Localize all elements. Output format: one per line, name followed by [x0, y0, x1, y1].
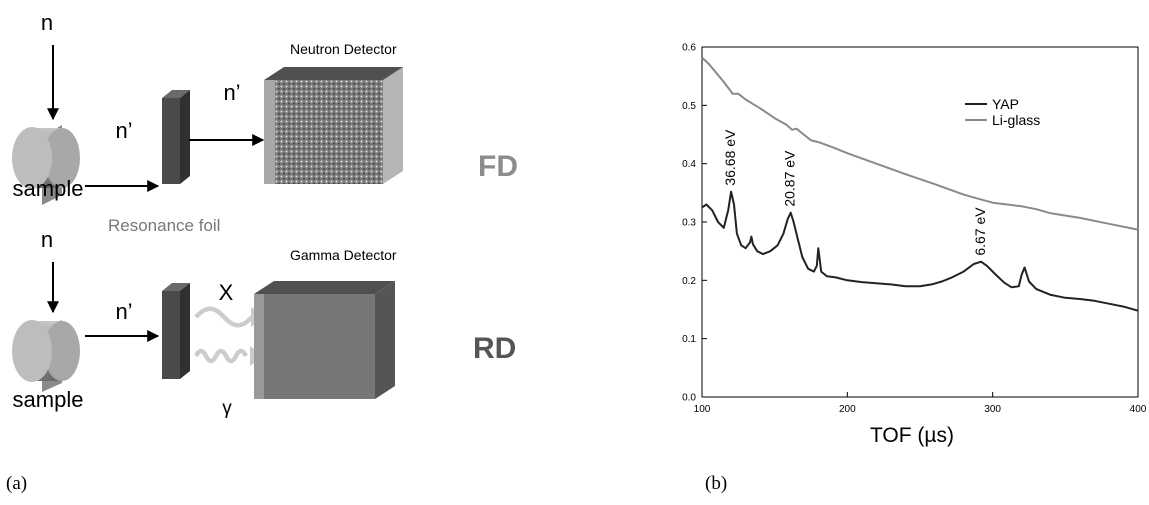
- experiment-schematic: n sample n’ n’ Neutron Detector FD Reson…: [12, 10, 518, 419]
- scattered-neutron-label-bottom: n’: [115, 299, 132, 324]
- series-line-li-glass: [701, 56, 1139, 231]
- resonance-foil-label: Resonance foil: [108, 216, 220, 235]
- y-tick-label: 0.2: [682, 276, 696, 287]
- gamma-wave-icon: [193, 348, 249, 364]
- tof-spectrum-chart: 100 200 300 400 0.0 0.1 0.2 0.3 0.4 0.5 0.6 36.68 …: [682, 43, 1147, 448]
- scattered-neutron-label-top-2: n’: [223, 80, 240, 105]
- gamma-symbol: γ: [222, 398, 232, 419]
- neutron-detector-label: Neutron Detector: [290, 41, 397, 57]
- plot-frame: [701, 46, 1139, 398]
- neutron-detector-box: [264, 67, 403, 184]
- y-tick-label: 0.0: [682, 393, 696, 404]
- y-tick-label: 0.1: [682, 334, 696, 345]
- sample-label-top: sample: [13, 176, 84, 201]
- panel-label-b: (b): [705, 473, 728, 494]
- resonance-foil-plate: [162, 283, 190, 379]
- xray-wave-icon: [194, 306, 254, 328]
- scattered-neutron-label-top-1: n’: [115, 118, 132, 143]
- gamma-detector-box: [254, 281, 395, 399]
- sample-label-bottom: sample: [13, 387, 84, 412]
- y-tick-label: 0.3: [682, 218, 696, 229]
- legend-label-yap: YAP: [992, 96, 1019, 112]
- peak-annotation: 20.87 eV: [782, 150, 798, 207]
- chart-series: [701, 56, 1139, 312]
- rd-mode-label: RD: [473, 332, 516, 365]
- fd-mode-label: FD: [478, 150, 518, 183]
- incident-neutron-label-bottom: n: [41, 227, 53, 252]
- panel-label-a: (a): [6, 473, 28, 494]
- sample-cylinder-top: [12, 125, 80, 205]
- series-line-yap: [701, 190, 1139, 312]
- chart-annotations: 36.68 eV 20.87 eV 6.67 eV: [722, 129, 988, 256]
- legend-label-li-glass: Li-glass: [992, 112, 1040, 128]
- xray-symbol: X: [219, 280, 234, 305]
- gamma-detector-label: Gamma Detector: [290, 247, 397, 263]
- y-tick-label: 0.6: [682, 43, 696, 54]
- y-tick-label: 0.4: [682, 159, 696, 170]
- peak-annotation: 6.67 eV: [972, 207, 988, 256]
- incident-neutron-label-top: n: [41, 10, 53, 35]
- peak-annotation: 36.68 eV: [722, 129, 738, 186]
- legend: YAP Li-glass: [965, 96, 1040, 128]
- x-axis-title: TOF (µs): [870, 424, 954, 447]
- sample-cylinder-bottom: [12, 320, 80, 392]
- chart-axes: 100 200 300 400 0.0 0.1 0.2 0.3 0.4 0.5 0.6: [682, 43, 1147, 416]
- x-tick-label: 200: [839, 404, 856, 415]
- x-tick-label: 300: [984, 404, 1001, 415]
- x-tick-label: 400: [1130, 404, 1147, 415]
- x-tick-label: 100: [694, 404, 711, 415]
- filter-plate-top: [162, 90, 190, 184]
- y-tick-label: 0.5: [682, 101, 696, 112]
